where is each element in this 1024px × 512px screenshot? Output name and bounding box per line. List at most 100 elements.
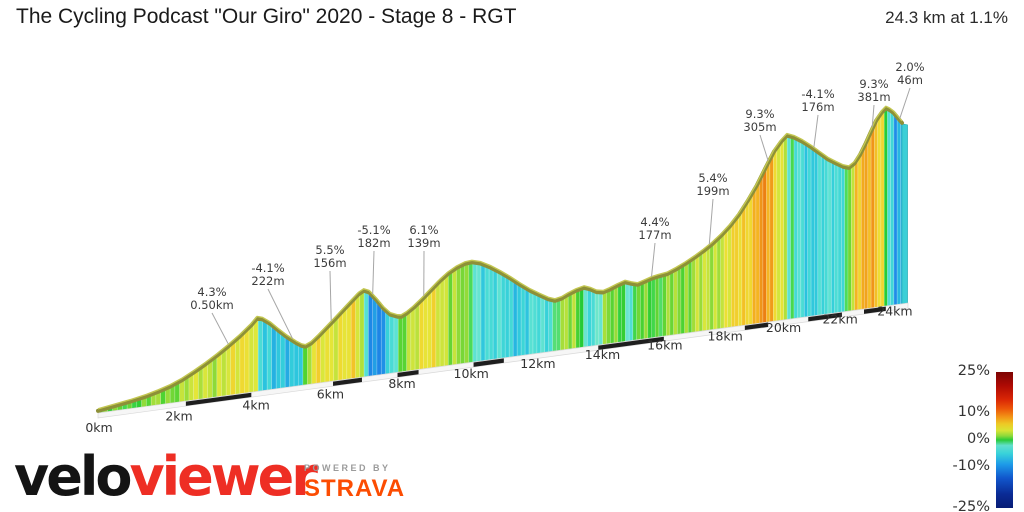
gradient-stripe xyxy=(311,338,317,385)
gradient-stripe xyxy=(698,252,703,332)
base-km-mark xyxy=(744,322,769,331)
gradient-stripe xyxy=(606,289,611,345)
profile-top-rim-highlight xyxy=(97,105,903,410)
gradient-stripe xyxy=(385,310,391,375)
x-axis-label: 6km xyxy=(317,386,344,401)
annotation-pointer xyxy=(813,114,819,148)
gradient-stripe xyxy=(520,285,526,356)
base-km-mark xyxy=(863,306,886,314)
gradient-stripe xyxy=(536,294,542,354)
gradient-stripe xyxy=(207,359,213,399)
gradient-stripe xyxy=(602,291,607,345)
gradient-stripe xyxy=(376,300,382,376)
gradient-stripe xyxy=(406,310,412,372)
gradient-stripe xyxy=(512,280,518,358)
gradient-stripe xyxy=(723,228,729,329)
gradient-stripe xyxy=(870,125,875,309)
gradient-stripe xyxy=(617,284,622,343)
gradient-stripe xyxy=(684,262,689,334)
gradient-stripe xyxy=(741,204,746,326)
annotation-pointer xyxy=(372,250,375,295)
gradient-stripe xyxy=(854,157,859,311)
gradient-stripe xyxy=(350,297,356,379)
annotation-elevation: 381m xyxy=(857,90,890,104)
gradient-stripe xyxy=(439,277,445,367)
gradient-stripe xyxy=(333,316,339,382)
gradient-stripe xyxy=(516,283,522,357)
gradient-stripe xyxy=(452,268,457,366)
base-km-mark xyxy=(598,336,664,350)
gradient-stripe xyxy=(532,292,538,355)
gradient-stripe xyxy=(874,119,878,308)
gradient-stripe xyxy=(883,109,888,307)
gradient-stripe xyxy=(640,282,645,340)
gradient-stripe xyxy=(860,146,865,310)
gradient-stripe xyxy=(687,259,693,334)
x-axis-label: 14km xyxy=(585,347,620,362)
gradient-stripe xyxy=(211,356,218,398)
gradient-stripe xyxy=(560,297,565,351)
gradient-stripe xyxy=(257,319,263,392)
gradient-stripe xyxy=(435,281,441,368)
gradient-stripe xyxy=(759,173,764,324)
gradient-stripe xyxy=(363,291,369,378)
gradient-stripe xyxy=(583,288,588,348)
veloviewer-logo[interactable]: veloviewer xyxy=(14,450,318,508)
annotation-pointer xyxy=(708,198,714,245)
gradient-stripe xyxy=(492,269,498,360)
annotation-pointer xyxy=(267,288,294,339)
gradient-stripe xyxy=(790,137,795,320)
gradient-stripe xyxy=(456,266,461,365)
gradient-stripe xyxy=(783,135,788,321)
gradient-stripe xyxy=(766,160,771,323)
gradient-stripe xyxy=(820,154,825,316)
strava-logo[interactable]: POWERED BY STRAVA xyxy=(304,463,405,503)
gradient-stripe xyxy=(647,279,652,339)
gradient-stripe xyxy=(235,336,241,395)
gradient-stripe xyxy=(702,249,707,332)
gradient-stripe xyxy=(727,224,732,328)
gradient-stripe xyxy=(738,210,743,327)
annotation-elevation: 177m xyxy=(638,228,671,242)
gradient-stripe xyxy=(779,139,785,321)
x-axis-label: 16km xyxy=(647,338,682,353)
gradient-stripe xyxy=(654,276,660,338)
gradient-stripe xyxy=(810,147,815,317)
gradient-stripe xyxy=(198,366,204,400)
gradient-stripe xyxy=(709,243,714,331)
gradient-stripe xyxy=(730,220,736,328)
gradient-stripe xyxy=(814,150,819,317)
profile-top-rim xyxy=(96,106,904,413)
gradient-stripe xyxy=(598,292,604,346)
gradient-stripe xyxy=(443,274,449,367)
gradient-stripe xyxy=(841,166,845,313)
annotation-elevation: 46m xyxy=(897,73,923,87)
gradient-stripe xyxy=(414,302,420,371)
gradient-stripe xyxy=(275,329,281,390)
annotation-gradient: -5.1% xyxy=(357,223,390,237)
gradient-stripe xyxy=(594,292,600,346)
annotation-gradient: 4.3% xyxy=(197,285,226,299)
gradient-stripe xyxy=(552,300,557,352)
gradient-stripe xyxy=(468,263,474,364)
annotation-elevation: 139m xyxy=(407,236,440,250)
gradient-stripe xyxy=(488,267,494,361)
gradient-stripe xyxy=(755,180,760,325)
gradient-stripe xyxy=(896,117,901,305)
gradient-stripe xyxy=(705,246,711,331)
gradient-stripe xyxy=(643,280,649,340)
gradient-stripe xyxy=(776,142,781,322)
gradient-stripe xyxy=(302,346,308,386)
gradient-stripe xyxy=(266,322,272,391)
gradient-stripe xyxy=(797,139,802,319)
gradient-stripe xyxy=(389,314,395,374)
gradient-stripe xyxy=(887,109,891,307)
gradient-stripe xyxy=(658,275,663,338)
gradient-stripe xyxy=(359,291,365,378)
gradient-stripe xyxy=(193,369,199,401)
gradient-stripe xyxy=(418,298,424,370)
x-axis-label: 0km xyxy=(85,420,112,435)
annotation-gradient: 5.4% xyxy=(698,171,727,185)
gradient-stripe xyxy=(544,298,550,353)
annotation-gradient: 2.0% xyxy=(895,60,924,74)
